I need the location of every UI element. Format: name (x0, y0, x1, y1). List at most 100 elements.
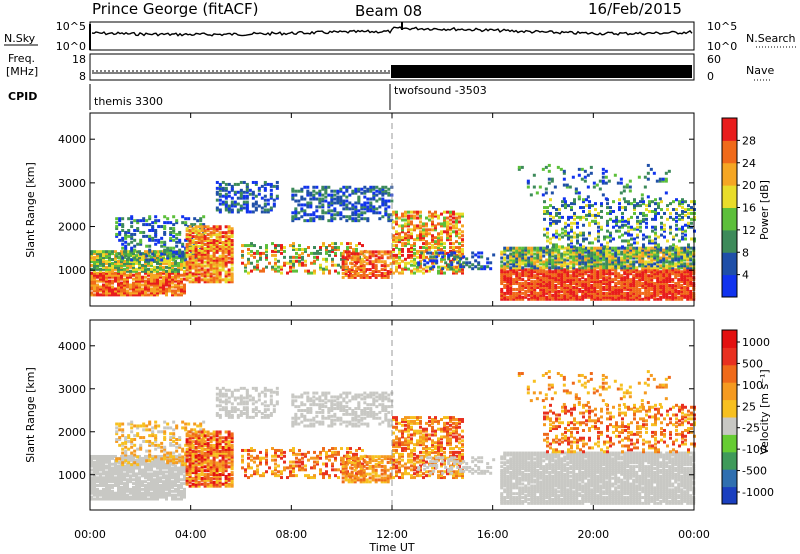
power-cell (449, 249, 452, 253)
power-cell (560, 289, 564, 293)
power-cell (413, 263, 416, 267)
power-cell (434, 214, 437, 218)
power-cell (148, 223, 152, 227)
power-cell (584, 248, 588, 252)
power-cell (449, 222, 452, 226)
power-cell (650, 266, 654, 270)
power-cell (247, 251, 250, 255)
power-cell (197, 254, 201, 258)
power-cell (644, 252, 648, 256)
power-cell (542, 278, 546, 282)
power-cell (306, 201, 310, 205)
power-cell (245, 200, 249, 204)
power-cell (342, 193, 346, 197)
power-cell (349, 261, 352, 265)
power-cell (524, 295, 528, 299)
power-cell (90, 263, 93, 267)
power-cell (387, 217, 391, 221)
power-cell (133, 244, 137, 248)
power-cell (295, 259, 298, 263)
power-cell (356, 258, 360, 262)
power-cell (675, 223, 678, 227)
power-cell (105, 261, 108, 265)
power-cell (509, 246, 513, 250)
power-cell (554, 262, 558, 266)
power-cell (565, 183, 569, 187)
power-cell (114, 287, 117, 291)
power-cell (426, 251, 430, 255)
velocity-cell (123, 484, 126, 488)
power-cell (644, 260, 648, 264)
power-cell (218, 268, 222, 272)
power-cell (686, 254, 690, 258)
power-cell (539, 289, 543, 293)
power-cell (668, 285, 672, 289)
power-cell (650, 274, 654, 278)
power-cell (602, 266, 606, 270)
power-cell (512, 252, 516, 256)
power-cell (596, 285, 600, 289)
power-cell (334, 246, 337, 250)
power-cell (578, 248, 582, 252)
power-cell (656, 272, 660, 276)
power-cell (209, 242, 213, 246)
power-cell (461, 263, 464, 267)
power-cell (428, 232, 431, 236)
power-cell (638, 256, 642, 260)
power-cell (362, 254, 366, 258)
power-cell (185, 266, 189, 270)
power-cell (626, 297, 630, 301)
power-cell (569, 270, 573, 274)
power-cell (645, 204, 648, 208)
power-cell (251, 190, 255, 194)
power-cell (197, 235, 201, 239)
power-cell (551, 272, 555, 276)
power-cell (174, 261, 177, 265)
power-cell (570, 239, 573, 243)
power-cell (569, 254, 573, 258)
velocity-cell (108, 478, 111, 482)
power-cell (136, 227, 140, 231)
power-cell (659, 278, 663, 282)
power-cell (630, 227, 633, 231)
power-cell (375, 199, 379, 203)
velocity-cell (96, 454, 99, 458)
power-cell (215, 250, 219, 254)
power-cell (527, 270, 531, 274)
power-cell (689, 254, 693, 258)
power-cell (419, 226, 422, 230)
power-cell (627, 243, 630, 247)
power-cell (626, 264, 630, 268)
power-cell (224, 182, 228, 186)
power-cell (129, 283, 132, 287)
power-cell (455, 253, 458, 257)
power-cell (687, 245, 690, 249)
velocity-cell (129, 480, 132, 484)
power-cell (572, 280, 576, 284)
power-cell (392, 210, 395, 214)
power-cell (344, 256, 348, 260)
power-cell (387, 219, 391, 223)
power-cell (587, 256, 591, 260)
power-cell (419, 234, 422, 238)
power-cell (105, 289, 108, 293)
velocity-cell (126, 474, 129, 478)
power-cell (425, 230, 428, 234)
power-cell (587, 289, 591, 293)
power-cell (680, 278, 684, 282)
power-cell (548, 278, 552, 282)
power-cell (108, 287, 111, 291)
power-cell (449, 212, 452, 216)
power-cell (256, 263, 259, 267)
power-cell (678, 227, 681, 231)
power-cell (271, 267, 274, 271)
power-cell (455, 226, 458, 230)
power-cell (602, 268, 606, 272)
power-cell (114, 261, 117, 265)
power-cell (366, 217, 370, 221)
power-cell (410, 263, 413, 267)
power-cell (136, 219, 140, 223)
power-cell (114, 265, 117, 269)
velocity-cell (102, 470, 105, 474)
power-cell (212, 233, 216, 237)
